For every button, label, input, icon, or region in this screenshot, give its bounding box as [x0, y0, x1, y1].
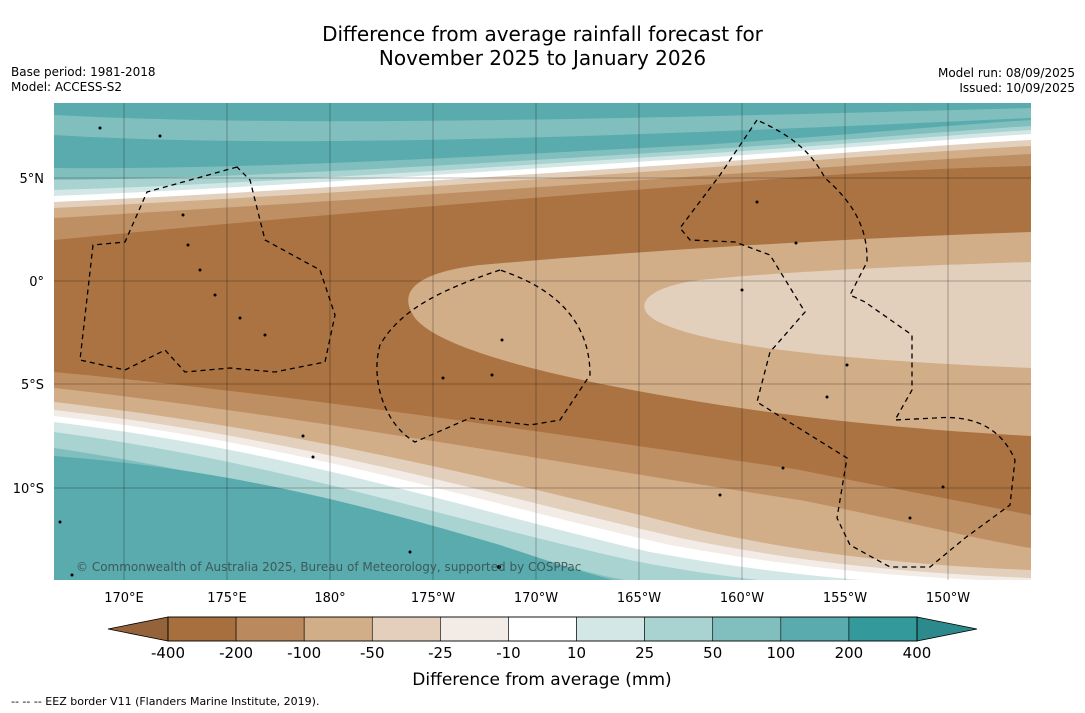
model-run: Model run: 08/09/2025 [937, 66, 1075, 80]
colorbar-tick-label: 50 [703, 644, 722, 662]
colorbar-cell [644, 616, 714, 642]
colorbar-cell [508, 616, 577, 642]
lon-label-165w: 165°W [617, 591, 661, 606]
copyright-text: © Commonwealth of Australia 2025, Bureau… [76, 560, 581, 574]
colorbar-cell [780, 616, 850, 642]
island [70, 573, 74, 577]
island [186, 243, 190, 247]
island [158, 134, 162, 138]
colorbar-cells [167, 616, 918, 642]
colorbar-cell [440, 616, 509, 642]
colorbar-tick-label: -100 [287, 644, 321, 662]
colorbar: -400 -200 -100 -50 -25 -10 10 25 50 100 200 400 Dif… [107, 616, 978, 690]
lon-label-175w: 175°W [411, 591, 455, 606]
tongue-dry-pale [644, 262, 1031, 368]
colorbar-tick-label: -10 [496, 644, 521, 662]
island [181, 213, 185, 217]
colorbar-tick-label: 25 [635, 644, 654, 662]
colorbar-tick-label: -25 [428, 644, 453, 662]
island [845, 363, 849, 367]
island [941, 485, 945, 489]
colorbar-high-cap [916, 616, 978, 642]
island [441, 376, 445, 380]
island [58, 520, 62, 524]
model-name: Model: ACCESS-S2 [11, 80, 123, 94]
colorbar-cell [848, 616, 918, 642]
island [98, 126, 102, 130]
island [718, 493, 722, 497]
lon-label-150w: 150°W [926, 591, 970, 606]
colorbar-tick-label: 200 [835, 644, 864, 662]
lon-label-160w: 160°W [720, 591, 764, 606]
title-line-1: Difference from average rainfall forecas… [322, 22, 763, 46]
eez-borders [79, 119, 1016, 568]
lon-label-155w: 155°W [823, 591, 867, 606]
lat-label-5n: 5°N [20, 172, 45, 187]
island [825, 395, 829, 399]
lon-label-170w: 170°W [514, 591, 558, 606]
colorbar-tick-label: -200 [219, 644, 253, 662]
lon-label-175e: 175°E [207, 591, 247, 606]
island [490, 373, 494, 377]
meta-left: Base period: 1981-2018 Model: ACCESS-S2 [11, 65, 156, 95]
island [311, 455, 315, 459]
islands [58, 126, 945, 577]
rainfall-field [54, 103, 1031, 580]
island [781, 466, 785, 470]
island [198, 268, 202, 272]
gridlines [54, 103, 1031, 580]
issued-date: Issued: 10/09/2025 [959, 81, 1075, 95]
colorbar-tick-label: -50 [360, 644, 385, 662]
colorbar-cell [576, 616, 645, 642]
title-line-2: November 2025 to January 2026 [378, 46, 707, 70]
island [263, 333, 267, 337]
lat-label-5s: 5°S [21, 378, 44, 393]
colorbar-cell [235, 616, 305, 642]
eez-tokelau-samoa [376, 269, 591, 443]
lon-label-170e: 170°E [104, 591, 144, 606]
lat-label-0: 0° [29, 275, 44, 290]
island [497, 565, 501, 569]
base-period: Base period: 1981-2018 [11, 65, 156, 79]
island [238, 316, 242, 320]
colorbar-tick-label: -400 [151, 644, 185, 662]
eez-tuvalu-kiribati-west [79, 166, 336, 373]
band-south-wet-strong [54, 456, 613, 580]
lat-labels: 5°N 0° 5°S 10°S [13, 172, 44, 497]
lat-label-10s: 10°S [13, 482, 44, 497]
lon-labels: 170°E 175°E 180° 175°W 170°W 165°W 160°W… [104, 591, 970, 606]
colorbar-ticks: -400 -200 -100 -50 -25 -10 10 25 50 100 200 400 [151, 644, 931, 662]
island [301, 434, 305, 438]
colorbar-tick-label: 100 [766, 644, 795, 662]
meta-right: Model run: 08/09/2025 Issued: 10/09/2025 [938, 66, 1075, 96]
colorbar-low-cap [107, 616, 169, 642]
eez-line-islands-cook [679, 119, 1016, 568]
colorbar-cell [167, 616, 237, 642]
colorbar-cell [371, 616, 441, 642]
colorbar-tick-label: 10 [567, 644, 586, 662]
map-title: Difference from average rainfall forecas… [0, 22, 1085, 70]
island [408, 550, 412, 554]
colorbar-tick-label: 400 [903, 644, 932, 662]
island [908, 516, 912, 520]
eez-footnote: -- -- -- EEZ border V11 (Flanders Marine… [11, 695, 320, 708]
island [794, 241, 798, 245]
colorbar-cell [303, 616, 373, 642]
colorbar-cell [712, 616, 782, 642]
island [740, 288, 744, 292]
lon-label-180: 180° [314, 591, 345, 606]
colorbar-outline [167, 616, 918, 642]
island [500, 338, 504, 342]
colorbar-label: Difference from average (mm) [412, 670, 671, 690]
island [213, 293, 217, 297]
island [755, 200, 759, 204]
